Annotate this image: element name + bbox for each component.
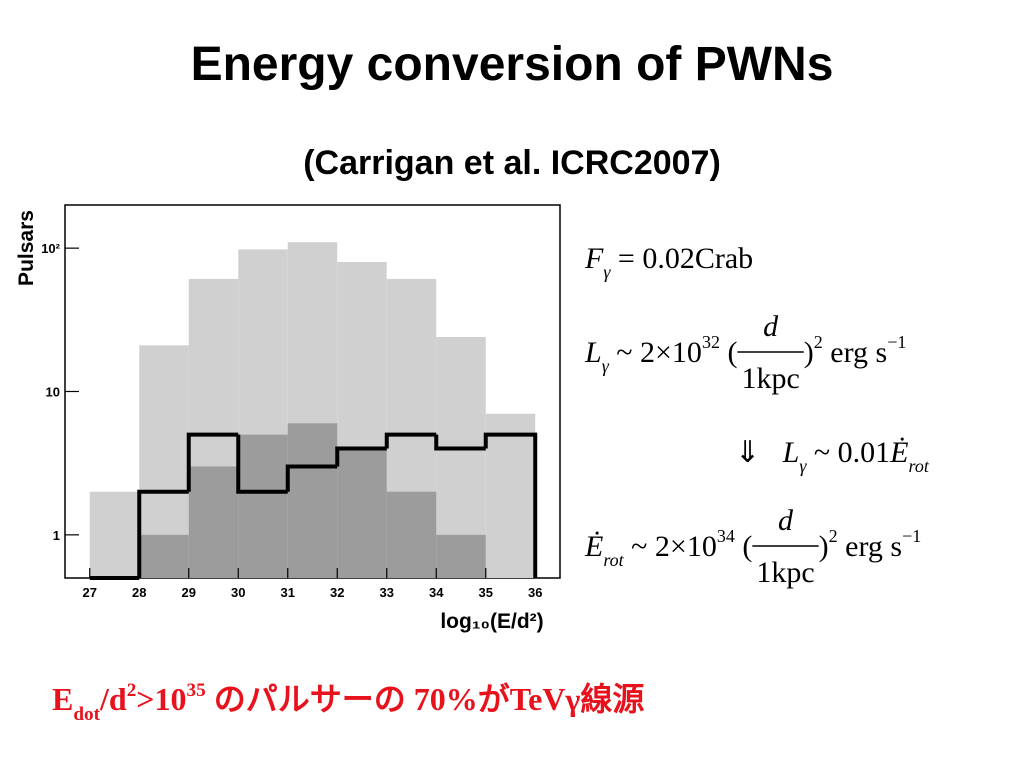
formula-text: F xyxy=(584,242,604,275)
y-axis-label: Pulsars xyxy=(15,210,38,286)
histogram-bar xyxy=(287,423,338,578)
formula-text: Ė xyxy=(584,530,603,563)
histogram-bar xyxy=(89,491,140,578)
x-tick-label: 28 xyxy=(132,585,146,600)
formula-text: −1 xyxy=(902,526,921,546)
histogram-bar xyxy=(188,466,239,578)
formula-text: ) xyxy=(804,336,814,369)
step-segment xyxy=(186,432,239,492)
step-segment xyxy=(137,489,189,578)
formula-text: erg s xyxy=(838,530,902,563)
formula-text: rot xyxy=(908,456,929,476)
formula-text: ~ 2×10 xyxy=(609,336,702,369)
formula-text: ) xyxy=(819,530,829,563)
x-tick-label: 30 xyxy=(231,585,245,600)
histogram-bar xyxy=(436,534,486,578)
formula-text: 2 xyxy=(829,526,838,546)
formula-text: ⇓ xyxy=(735,436,783,469)
x-tick-label: 36 xyxy=(528,585,542,600)
formula-text: 32 xyxy=(702,332,720,352)
step-segment xyxy=(285,464,338,492)
footer-text: dot xyxy=(73,704,100,725)
formula-text: γ xyxy=(799,456,807,476)
formula-text: ~ 0.01 xyxy=(806,436,890,469)
formula-text: L xyxy=(782,436,800,469)
histogram-bar xyxy=(485,413,536,578)
x-tick-label: 33 xyxy=(380,585,394,600)
slide-subtitle: (Carrigan et al. ICRC2007) xyxy=(303,144,721,182)
footer-text: 2 xyxy=(127,680,137,701)
x-axis-label: log₁₀(E/d²) xyxy=(440,610,543,633)
slide-title: Energy conversion of PWNs xyxy=(191,38,834,91)
formula-text: Ė xyxy=(889,436,908,469)
histogram-bar xyxy=(139,534,189,578)
formula-text: 34 xyxy=(717,526,735,546)
x-tick-label: 35 xyxy=(479,585,493,600)
x-tick-label: 29 xyxy=(182,585,196,600)
formula-numerator: d xyxy=(778,504,794,537)
formula-text: ( xyxy=(720,336,738,369)
histogram-bar xyxy=(386,491,437,578)
formula-text: 2 xyxy=(814,332,823,352)
footer-text: 35 xyxy=(187,680,206,701)
footer-text: E xyxy=(52,681,73,717)
step-segment xyxy=(335,446,387,467)
formula-text: −1 xyxy=(887,332,906,352)
formula-text: L xyxy=(584,336,602,369)
x-tick-label: 31 xyxy=(281,585,295,600)
histogram-bar xyxy=(337,448,387,578)
footer-text: /d xyxy=(99,681,127,717)
formula-text: erg s xyxy=(823,336,887,369)
formula-text: ( xyxy=(735,530,753,563)
x-tick-label: 27 xyxy=(83,585,97,600)
formula-denominator: 1kpc xyxy=(741,362,799,395)
formula-denominator: 1kpc xyxy=(756,556,814,589)
formula-text: ~ 2×10 xyxy=(624,530,717,563)
formula-text: = 0.02Crab xyxy=(610,242,753,275)
x-tick-label: 34 xyxy=(429,585,444,600)
step-segment xyxy=(236,434,288,494)
step-segment xyxy=(483,432,538,578)
formula-text: rot xyxy=(603,550,624,570)
formula-text: γ xyxy=(603,262,611,282)
step-segment xyxy=(384,432,437,449)
y-tick-label: 1 xyxy=(53,528,60,543)
formula-numerator: d xyxy=(763,310,779,343)
y-tick-label: 10² xyxy=(41,241,60,256)
footer-text: >10 xyxy=(136,681,186,717)
x-tick-label: 32 xyxy=(330,585,344,600)
formula-text: γ xyxy=(602,356,610,376)
histogram-bar xyxy=(238,434,288,578)
y-tick-label: 10 xyxy=(46,385,60,400)
footer-text: のパルサーの 70%がTeVγ線源 xyxy=(206,681,645,717)
step-segment xyxy=(434,434,486,451)
